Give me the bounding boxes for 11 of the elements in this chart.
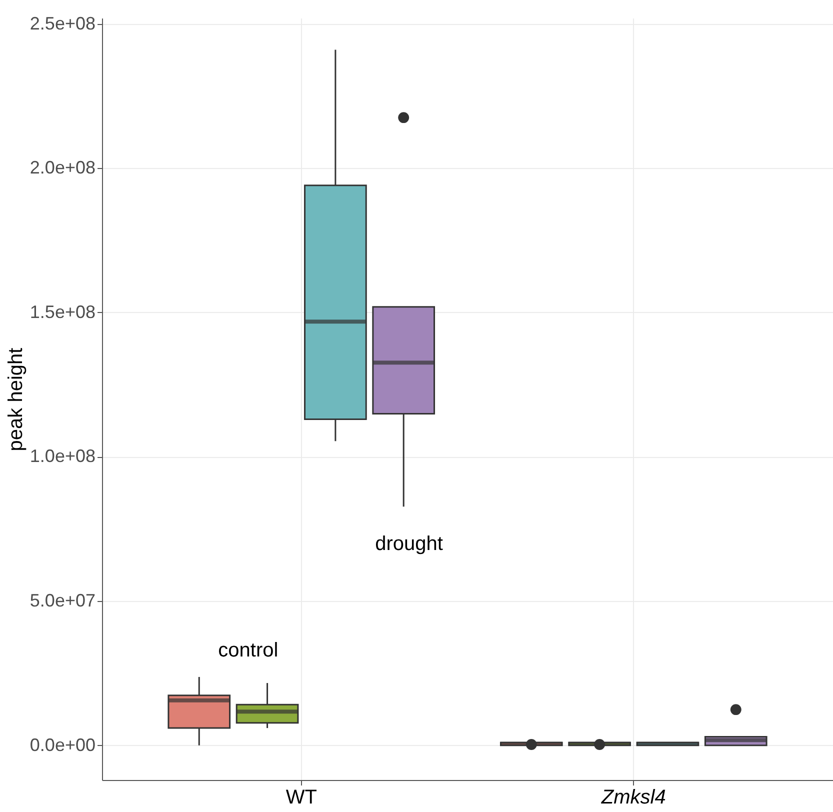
- y-tick-label: 1.0e+08: [30, 446, 96, 466]
- y-axis-title: peak height: [4, 347, 27, 452]
- annotation: control: [218, 639, 278, 662]
- x-tick-label: Zmksl4: [600, 786, 666, 808]
- y-tick-label: 5.0e+07: [30, 590, 96, 611]
- x-tick-label: WT: [286, 786, 317, 808]
- y-tick-label: 0.0e+00: [30, 734, 96, 755]
- y-tick-label: 2.5e+08: [30, 13, 96, 34]
- y-tick-label: 2.0e+08: [30, 158, 96, 178]
- y-tick-label: 1.5e+08: [30, 302, 96, 322]
- annotation: drought: [375, 532, 444, 555]
